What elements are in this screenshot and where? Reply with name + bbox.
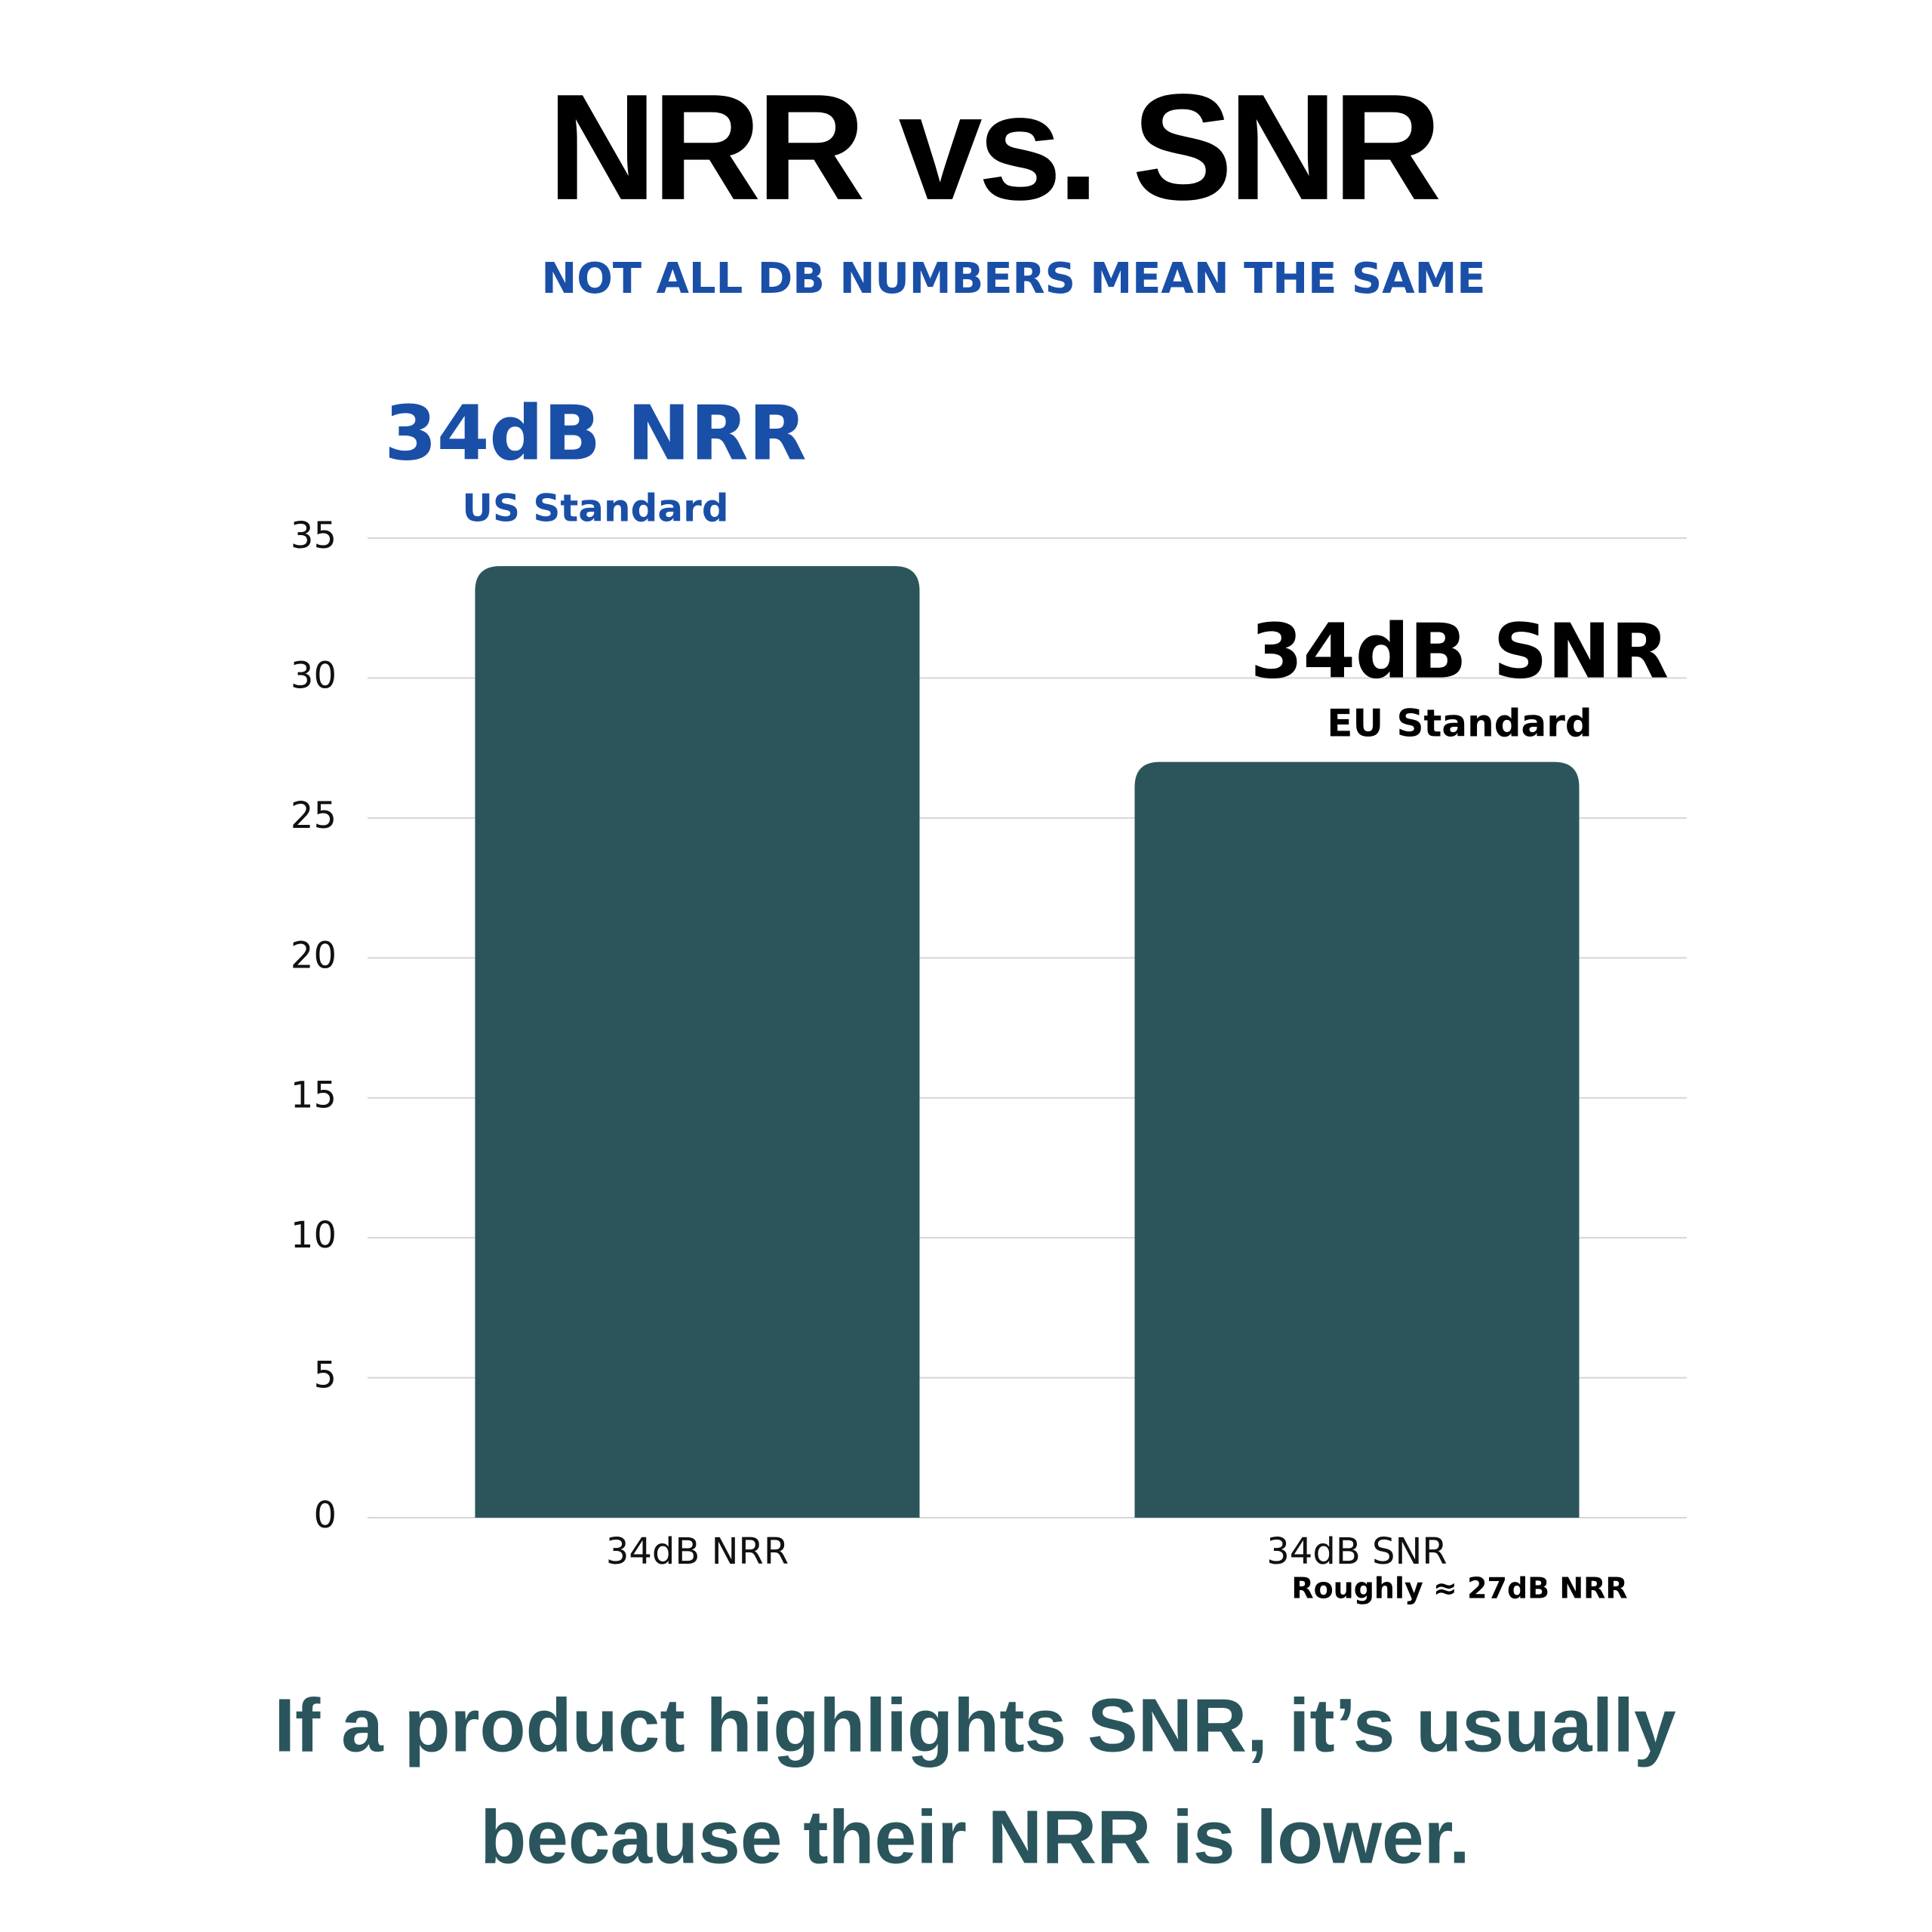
bar: [1134, 761, 1580, 1518]
y-tick-label: 20: [291, 934, 337, 977]
footnote: because their NRR is lower.: [480, 1795, 1470, 1879]
y-tick-label: 15: [291, 1075, 337, 1117]
annotation: US Standard: [462, 487, 728, 531]
y-tick-label: 25: [291, 795, 337, 837]
y-tick-label: 35: [291, 515, 337, 557]
bar: [475, 566, 920, 1518]
y-tick-label: 0: [313, 1494, 337, 1537]
x-tick-label: 34dB SNR: [1266, 1531, 1447, 1573]
annotation: EU Standard: [1327, 702, 1592, 746]
chart-title: NRR vs. SNR: [548, 63, 1439, 232]
x-tick-label: 34dB NRR: [606, 1531, 789, 1573]
y-tick-label: 5: [313, 1355, 337, 1397]
annotation: 34dB NRR: [384, 389, 806, 477]
y-tick-label: 30: [291, 654, 337, 697]
annotation: 34dB SNR: [1251, 607, 1669, 695]
chart-subtitle: NOT ALL DB NUMBERS MEAN THE SAME: [541, 254, 1485, 303]
y-tick-label: 10: [291, 1214, 337, 1257]
footnote: If a product highlights SNR, it’s usuall…: [274, 1683, 1676, 1767]
plot: 0 5 10 15 20 25 30 35 34dB NRR 34dB SNR: [291, 515, 1687, 1573]
annotation: Roughly ≈ 27dB NRR: [1291, 1572, 1627, 1605]
